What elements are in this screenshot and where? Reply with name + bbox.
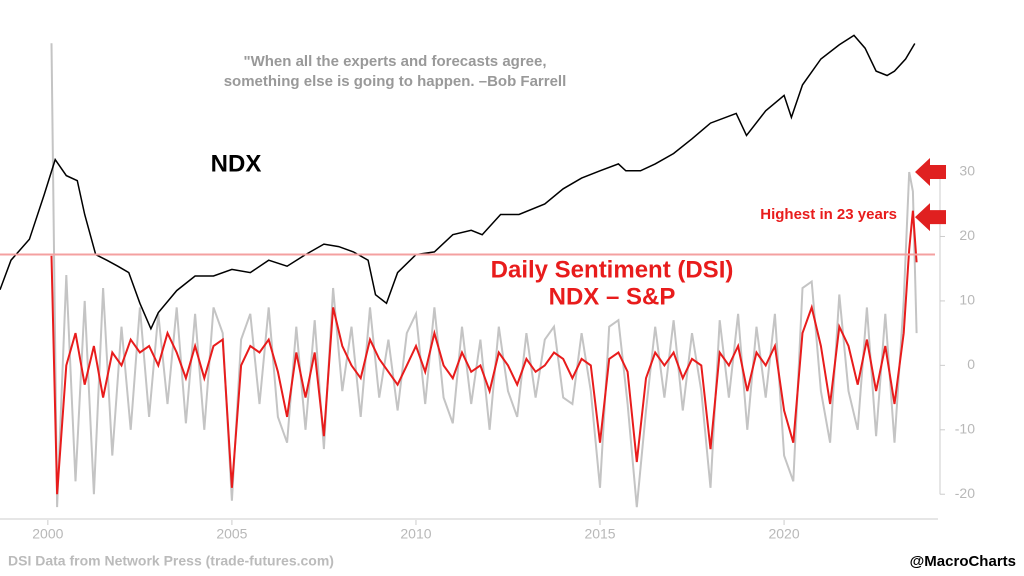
y-tick-label: 10 — [959, 292, 975, 308]
dsi-label: NDX – S&P — [549, 283, 676, 310]
arrow — [915, 203, 946, 232]
series-line — [0, 34, 916, 331]
plot-area — [0, 34, 918, 508]
x-tick-label: 2000 — [32, 526, 63, 542]
x-tick-label: 2015 — [584, 526, 615, 542]
x-tick-label: 2020 — [768, 526, 799, 542]
quote-line: something else is going to happen. –Bob … — [224, 73, 567, 90]
y-tick-label: -10 — [955, 420, 975, 436]
y-tick-label: 0 — [967, 356, 975, 372]
x-tick-label: 2005 — [216, 526, 247, 542]
ndx-label: NDX — [211, 150, 262, 177]
y-tick-label: -20 — [955, 485, 975, 501]
dsi-label: Daily Sentiment (DSI) — [491, 256, 734, 283]
credit: @MacroCharts — [910, 553, 1016, 570]
arrow — [915, 158, 946, 187]
x-tick-label: 2010 — [400, 526, 431, 542]
source: DSI Data from Network Press (trade-futur… — [8, 553, 334, 569]
quote-line: "When all the experts and forecasts agre… — [243, 53, 546, 70]
y-tick-label: 20 — [959, 227, 975, 243]
series-line — [50, 43, 918, 508]
series-line — [50, 210, 918, 495]
annotation: Highest in 23 years — [760, 206, 897, 223]
y-tick-label: 30 — [959, 163, 975, 179]
